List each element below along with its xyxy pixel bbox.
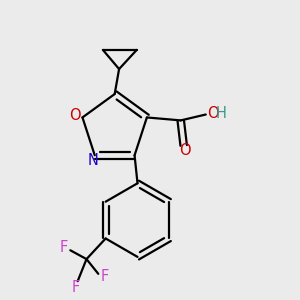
Text: H: H	[216, 106, 226, 121]
Text: F: F	[60, 240, 68, 255]
Text: O: O	[207, 106, 219, 121]
Text: F: F	[72, 280, 80, 295]
Text: O: O	[69, 108, 81, 123]
Text: N: N	[88, 153, 99, 168]
Text: O: O	[179, 143, 191, 158]
Text: F: F	[100, 269, 109, 284]
